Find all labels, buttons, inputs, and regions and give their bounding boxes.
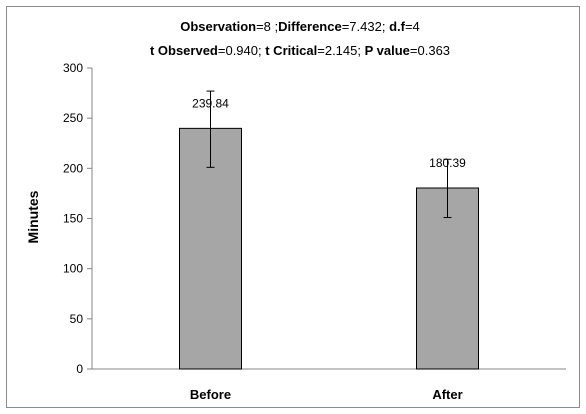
bar-before [179,127,242,370]
y-tick-label: 250 [63,111,83,125]
data-label-before: 239.84 [192,96,229,110]
data-label-after: 180.39 [429,156,466,170]
title-line-1: Observation=8 ;Difference=7.432; d.f=4 [180,19,420,34]
error-bar-before [206,90,215,168]
y-tick-label: 150 [63,212,83,226]
bar-series: 239.84 180.39 [179,90,479,370]
x-category-label-after: After [432,387,462,402]
y-tick-label: 100 [63,262,83,276]
y-axis: 0 50 100 150 200 250 300 [63,61,93,376]
y-tick-label: 50 [70,312,84,326]
y-tick-label: 200 [63,161,83,175]
chart-area [6,6,580,408]
y-tick-label: 0 [76,362,83,376]
x-category-label-before: Before [190,387,231,402]
error-bar-after [443,158,452,218]
title-line-2: t Observed=0.940; t Critical=2.145; P va… [150,43,450,58]
x-axis: Before After [92,368,566,402]
y-tick-label: 300 [63,61,83,75]
y-axis-title: Minutes [25,190,41,243]
chart-title: Observation=8 ;Difference=7.432; d.f=4 t … [150,19,450,58]
